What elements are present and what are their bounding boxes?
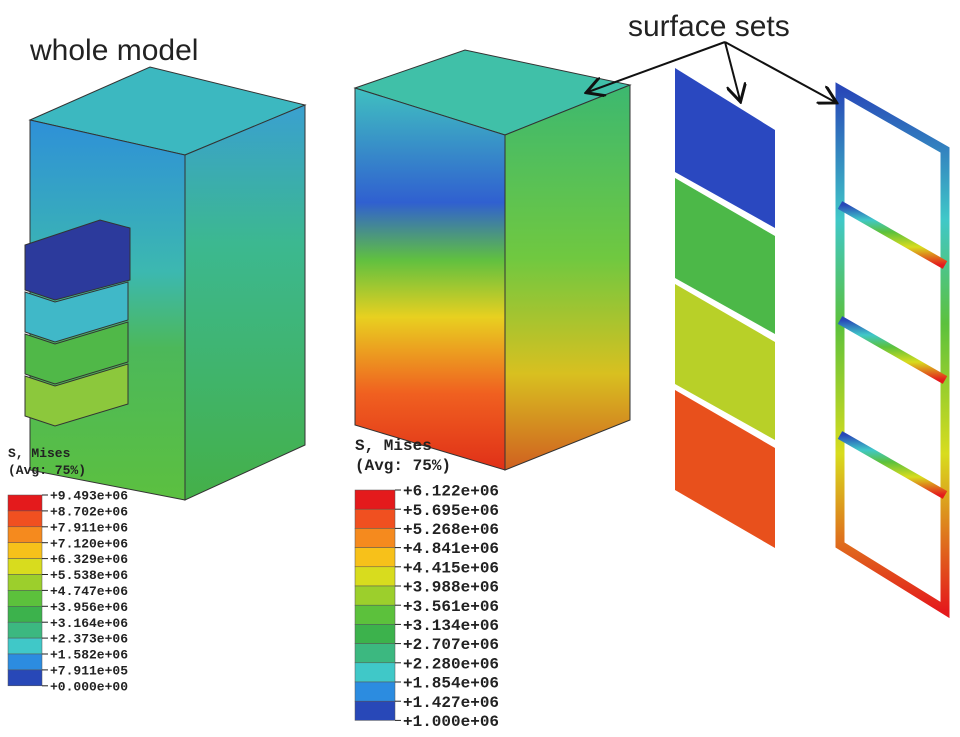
legend-swatch [355,663,395,682]
legend-swatch [355,644,395,663]
legend-swatch [8,622,42,638]
legend-label: +1.854e+06 [403,675,499,693]
legend-swatch [8,575,42,591]
legend-swatch [355,490,395,509]
whole-model-box [25,67,305,500]
surface-model-box [355,50,630,470]
legend-swatch [355,624,395,643]
legend-label: +7.911e+06 [50,520,128,535]
legend-swatch [355,605,395,624]
legend-swatch [8,606,42,622]
legend-label: +2.280e+06 [403,655,499,673]
legend-label: +5.695e+06 [403,502,499,520]
legends: S, Mises(Avg: 75%)+9.493e+06+8.702e+06+7… [8,437,499,731]
legend-swatch [8,670,42,686]
legend-subtitle: (Avg: 75%) [8,463,86,478]
legend-swatch [355,701,395,720]
label-whole-model: whole model [29,34,198,67]
legend-swatch [355,682,395,701]
legend-label: +7.911e+05 [50,663,128,678]
surface-panels [675,68,775,548]
surface-frames [840,90,945,610]
legend-label: +3.956e+06 [50,600,128,615]
legend-label: +5.268e+06 [403,521,499,539]
legend-label: +3.134e+06 [403,617,499,635]
legend-swatch [8,511,42,527]
legend-swatch [8,638,42,654]
legend-swatch [355,586,395,605]
legend-swatch [355,509,395,528]
legend-label: +2.707e+06 [403,636,499,654]
legend-swatch [8,654,42,670]
legend-label: +7.120e+06 [50,536,128,551]
legend-label: +4.747e+06 [50,584,128,599]
legend-label: +4.415e+06 [403,559,499,577]
legend-label: +4.841e+06 [403,540,499,558]
label-surface-sets: surface sets [628,10,790,43]
legend-swatch [8,590,42,606]
legend-subtitle: (Avg: 75%) [355,457,451,475]
legend-label: +3.164e+06 [50,616,128,631]
legend-swatch [8,543,42,559]
legend-title: S, Mises [355,437,432,455]
figure: whole model surface sets S, Mises (Avg: 7… [0,0,960,737]
legend-label: +0.000e+00 [50,679,128,694]
legend-label: +1.427e+06 [403,694,499,712]
legend-label: +1.582e+06 [50,648,128,663]
legend-title: S, Mises [8,446,71,461]
legend-label: +6.122e+06 [403,483,499,501]
legend-swatch [8,527,42,543]
legend-label: +1.000e+06 [403,713,499,731]
page: whole model surface sets S, Mises (Avg: 7… [0,0,960,737]
legend-label: +6.329e+06 [50,552,128,567]
legend-swatch [8,559,42,575]
legend-label: +9.493e+06 [50,489,128,504]
legend-label: +5.538e+06 [50,568,128,583]
legend-swatch [355,528,395,547]
legend-swatch [355,548,395,567]
legend-swatch [8,495,42,511]
legend-label: +2.373e+06 [50,632,128,647]
legend-label: +3.988e+06 [403,579,499,597]
legend-label: +3.561e+06 [403,598,499,616]
legend-swatch [355,567,395,586]
legend-label: +8.702e+06 [50,504,128,519]
